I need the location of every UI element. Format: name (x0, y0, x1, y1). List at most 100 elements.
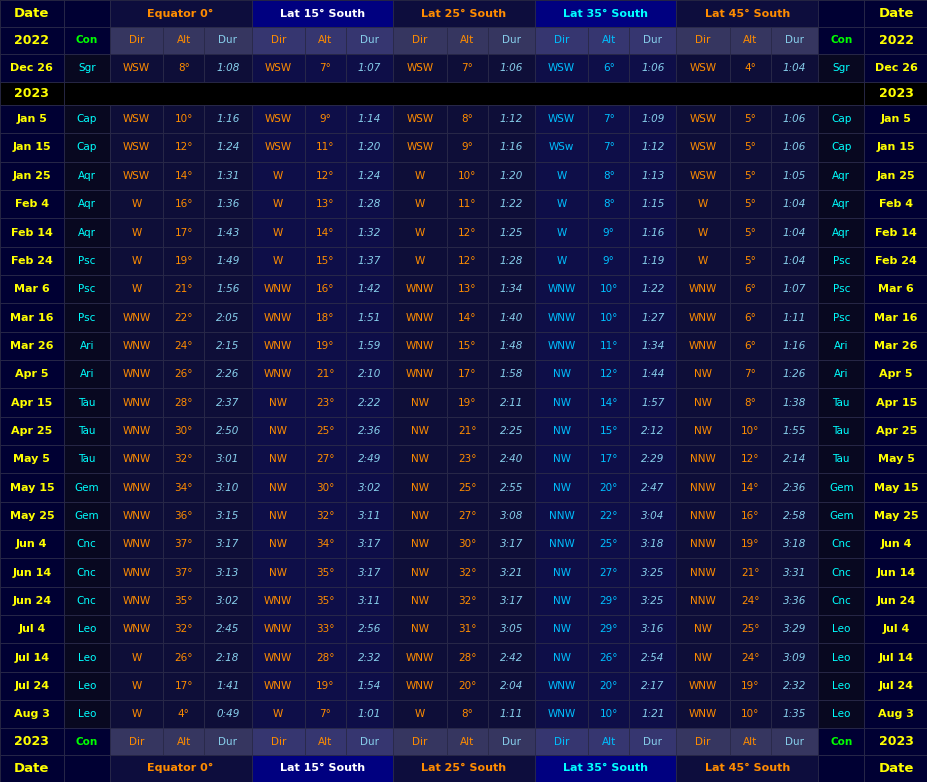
Text: 32°: 32° (174, 624, 193, 634)
Bar (730, 190, 770, 218)
Bar (629, 246, 676, 275)
Text: WNW: WNW (122, 482, 150, 493)
Text: 3:17: 3:17 (499, 540, 522, 549)
Bar (818, 615, 863, 644)
Text: Ari: Ari (833, 341, 847, 351)
Bar (305, 218, 346, 246)
Bar (0, 445, 64, 473)
Text: NW: NW (693, 397, 711, 407)
Text: 1:44: 1:44 (641, 369, 664, 379)
Bar (0, 360, 64, 389)
Bar (770, 700, 818, 729)
Bar (0, 133, 64, 162)
Bar (204, 275, 251, 303)
Bar (393, 586, 446, 615)
Bar (730, 473, 770, 502)
Bar (487, 558, 534, 586)
Text: 29°: 29° (599, 596, 617, 606)
Text: WNW: WNW (405, 369, 434, 379)
Bar (487, 389, 534, 417)
Bar (730, 332, 770, 360)
Bar (446, 672, 487, 700)
Bar (863, 473, 927, 502)
Bar (163, 672, 204, 700)
Text: 3:02: 3:02 (358, 482, 381, 493)
Bar (204, 53, 251, 82)
Text: 11°: 11° (457, 199, 476, 209)
Bar (446, 530, 487, 558)
Text: 1:04: 1:04 (782, 228, 806, 238)
Bar (487, 729, 534, 755)
Text: 27°: 27° (599, 568, 617, 578)
Text: Jul 4: Jul 4 (882, 624, 908, 634)
Text: Lat 35° South: Lat 35° South (563, 9, 647, 19)
Bar (487, 246, 534, 275)
Text: Date: Date (878, 762, 913, 775)
Bar (487, 105, 534, 133)
Bar (64, 586, 109, 615)
Text: 8°: 8° (743, 397, 756, 407)
Bar (251, 558, 305, 586)
Bar (109, 558, 163, 586)
Text: WNW: WNW (264, 284, 292, 294)
Bar (730, 615, 770, 644)
Text: 15°: 15° (457, 341, 476, 351)
Text: WNW: WNW (264, 369, 292, 379)
Text: Date: Date (878, 7, 913, 20)
Text: 9°: 9° (603, 256, 614, 266)
Text: 1:28: 1:28 (358, 199, 381, 209)
Text: 32°: 32° (457, 596, 476, 606)
Text: 2:55: 2:55 (499, 482, 522, 493)
Text: Dur: Dur (502, 737, 520, 747)
Text: Jun 14: Jun 14 (12, 568, 51, 578)
Text: 1:38: 1:38 (782, 397, 806, 407)
Bar (818, 473, 863, 502)
Bar (588, 27, 629, 53)
Text: 1:34: 1:34 (641, 341, 664, 351)
Text: 25°: 25° (599, 540, 617, 549)
Bar (863, 190, 927, 218)
Bar (588, 586, 629, 615)
Text: 16°: 16° (316, 284, 335, 294)
Text: W: W (414, 228, 425, 238)
Bar (534, 700, 588, 729)
Text: 7°: 7° (743, 369, 756, 379)
Text: 2:29: 2:29 (641, 454, 664, 465)
Bar (534, 332, 588, 360)
Text: Mar 6: Mar 6 (877, 284, 913, 294)
Text: Jun 24: Jun 24 (12, 596, 51, 606)
Text: 1:59: 1:59 (358, 341, 381, 351)
Bar (346, 246, 393, 275)
Text: 4°: 4° (743, 63, 756, 73)
Text: Feb 14: Feb 14 (11, 228, 53, 238)
Text: WNW: WNW (547, 709, 575, 719)
Bar (393, 332, 446, 360)
Text: Dir: Dir (270, 737, 286, 747)
Text: Jan 25: Jan 25 (876, 170, 915, 181)
Text: Con: Con (75, 737, 97, 747)
Text: Sgr: Sgr (78, 63, 95, 73)
Text: Dir: Dir (553, 737, 568, 747)
Text: Alt: Alt (601, 35, 616, 45)
Bar (305, 502, 346, 530)
Text: W: W (132, 256, 142, 266)
Text: 19°: 19° (741, 681, 759, 691)
Text: WNW: WNW (264, 341, 292, 351)
Text: 6°: 6° (743, 341, 756, 351)
Text: 5°: 5° (743, 228, 756, 238)
Bar (0, 27, 64, 53)
Bar (305, 332, 346, 360)
Text: Cnc: Cnc (831, 568, 850, 578)
Bar (64, 27, 109, 53)
Bar (487, 615, 534, 644)
Bar (487, 445, 534, 473)
Bar (487, 133, 534, 162)
Text: 1:04: 1:04 (782, 63, 806, 73)
Text: 9°: 9° (319, 114, 331, 124)
Bar (730, 530, 770, 558)
Text: 7°: 7° (461, 63, 473, 73)
Bar (818, 729, 863, 755)
Text: W: W (273, 709, 283, 719)
Text: NNW: NNW (690, 511, 716, 521)
Bar (346, 332, 393, 360)
